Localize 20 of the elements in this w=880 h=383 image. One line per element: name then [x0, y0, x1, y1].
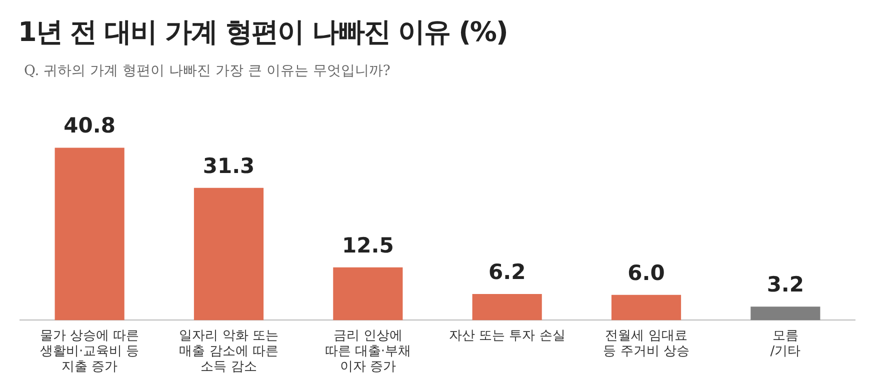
bar — [194, 188, 264, 320]
data-label: 12.5 — [342, 233, 394, 258]
bar — [750, 306, 820, 320]
x-tick-label: 물가 상승에 따른 생활비·교육비 등 지출 증가 — [40, 328, 140, 375]
data-label: 6.0 — [628, 260, 665, 285]
data-label: 31.3 — [202, 154, 255, 178]
bar — [472, 294, 542, 320]
data-label: 3.2 — [766, 272, 804, 297]
bar — [54, 148, 124, 320]
x-tick-label: 자산 또는 투자 손실 — [448, 328, 566, 344]
chart-title: 1년 전 대비 가계 형편이 나빠진 이유 (%) — [18, 16, 508, 50]
bar — [333, 267, 403, 320]
data-label: 6.2 — [488, 260, 526, 284]
x-tick-label: 전월세 임대료 등 주거비 상승 — [603, 328, 690, 359]
data-label: 40.8 — [64, 114, 116, 138]
x-tick-label: 일자리 악화 또는 매출 감소에 따른 소득 감소 — [179, 328, 278, 375]
x-tick-label: 금리 인상에 따른 대출·부채 이자 증가 — [324, 328, 412, 375]
x-tick-label: 모름 /기타 — [770, 328, 801, 359]
chart-subtitle: Q. 귀하의 가계 형편이 나빠진 가장 큰 이유는 무엇입니까? — [24, 62, 390, 80]
bar — [611, 294, 682, 320]
